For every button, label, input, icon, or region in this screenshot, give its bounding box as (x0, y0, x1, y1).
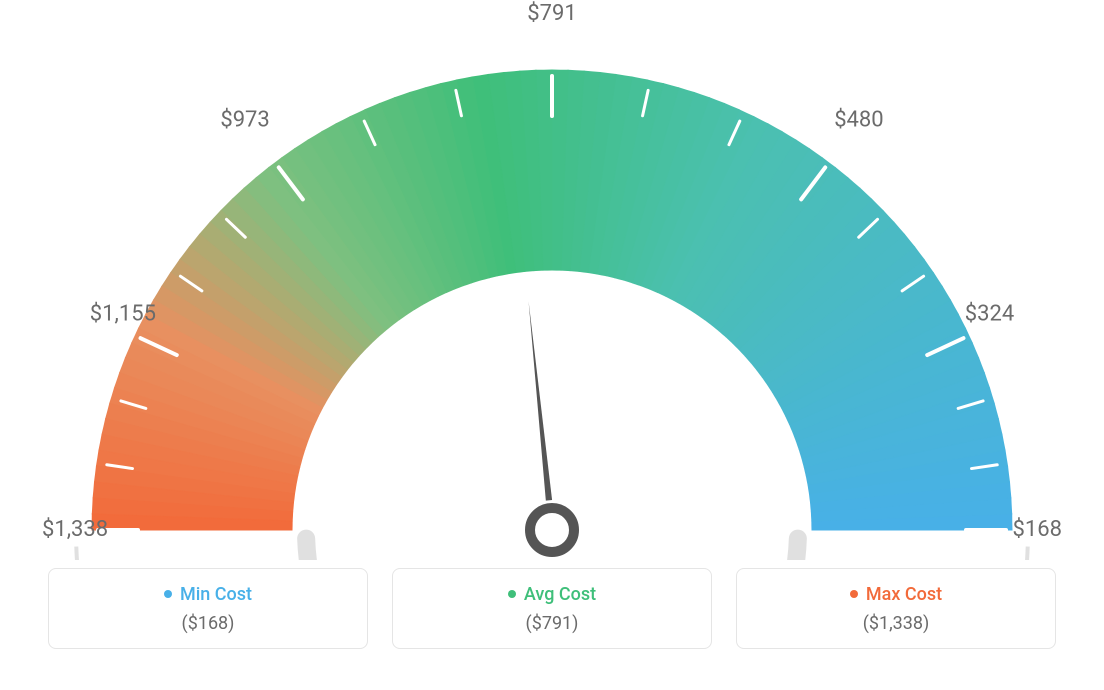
svg-text:$168: $168 (1013, 517, 1062, 542)
svg-text:$973: $973 (220, 108, 269, 133)
legend-dot-max (850, 590, 858, 598)
legend-value-max: ($1,338) (757, 613, 1035, 634)
svg-text:$1,155: $1,155 (90, 301, 156, 326)
legend-title-max: Max Cost (850, 584, 942, 605)
gauge-svg: $168 $324 $480 $791 $973 $1,155 $1,338 (0, 0, 1104, 560)
legend-label-avg: Avg Cost (524, 584, 596, 605)
legend-card-max: Max Cost ($1,338) (736, 568, 1056, 649)
legend-title-avg: Avg Cost (508, 584, 596, 605)
svg-text:$480: $480 (834, 108, 883, 133)
svg-text:$324: $324 (965, 301, 1014, 326)
legend-card-min: Min Cost ($168) (48, 568, 368, 649)
legend-dot-min (164, 590, 172, 598)
svg-text:$791: $791 (527, 1, 576, 26)
legend-label-min: Min Cost (180, 584, 252, 605)
legend-dot-avg (508, 590, 516, 598)
legend-title-min: Min Cost (164, 584, 252, 605)
legend-row: Min Cost ($168) Avg Cost ($791) Max Cost… (0, 568, 1104, 649)
legend-card-avg: Avg Cost ($791) (392, 568, 712, 649)
svg-text:$1,338: $1,338 (42, 517, 108, 542)
legend-label-max: Max Cost (866, 584, 942, 605)
legend-value-min: ($168) (69, 613, 347, 634)
legend-value-avg: ($791) (413, 613, 691, 634)
gauge-chart: $168 $324 $480 $791 $973 $1,155 $1,338 (0, 0, 1104, 560)
